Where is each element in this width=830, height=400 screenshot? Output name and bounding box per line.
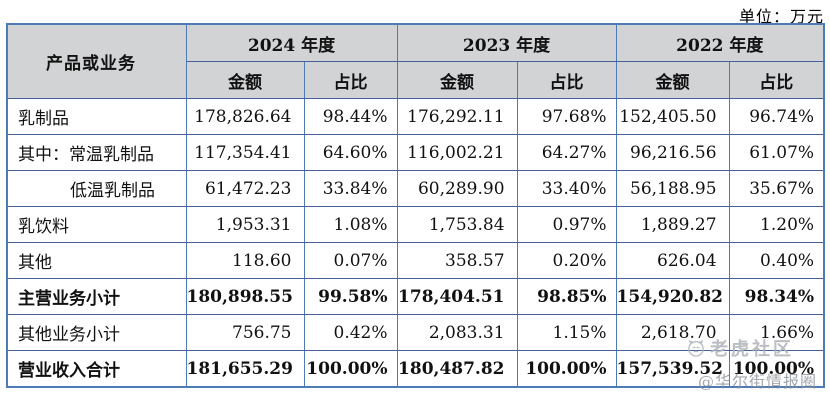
product-cell: 低温乳制品 [6,170,187,207]
amount-cell: 756.75 [185,314,305,351]
product-cell: 营业收入合计 [6,350,187,388]
ratio-cell: 100.00% [516,350,617,388]
table-row-other-business-subtotal: 其他业务小计 756.75 0.42% 2,083.31 1.15% 2,618… [6,314,825,351]
header-year-2024: 2024 年度 [185,23,398,62]
table-row-others: 其他 118.60 0.07% 358.57 0.20% 626.04 0.40… [6,242,825,279]
ratio-cell: 98.85% [516,278,617,315]
ratio-cell: 98.34% [728,278,825,315]
amount-cell: 181,655.29 [185,350,305,388]
amount-cell: 96,216.56 [615,134,730,171]
ratio-cell: 0.42% [303,314,398,351]
ratio-cell: 96.74% [728,98,825,135]
ratio-cell: 0.40% [728,242,825,279]
ratio-cell: 0.97% [516,206,617,243]
ratio-cell: 0.20% [516,242,617,279]
header-year-2023: 2023 年度 [396,23,617,62]
product-cell: 乳制品 [6,98,187,135]
table-row-milk-drinks: 乳饮料 1,953.31 1.08% 1,753.84 0.97% 1,889.… [6,206,825,243]
amount-cell: 178,826.64 [185,98,305,135]
header-ratio-2024: 占比 [303,61,398,99]
product-cell: 其中：常温乳制品 [6,134,187,171]
amount-cell: 2,618.70 [615,314,730,351]
ratio-cell: 1.20% [728,206,825,243]
ratio-cell: 35.67% [728,170,825,207]
amount-cell: 180,898.55 [185,278,305,315]
product-cell: 乳饮料 [6,206,187,243]
amount-cell: 154,920.82 [615,278,730,315]
header-amount-2023: 金额 [396,61,518,99]
header-amount-2022: 金额 [615,61,730,99]
table-row-chilled-dairy: 低温乳制品 61,472.23 33.84% 60,289.90 33.40% … [6,170,825,207]
header-product: 产品或业务 [6,23,187,99]
unit-label: 单位：万元 [738,7,824,26]
ratio-cell: 61.07% [728,134,825,171]
header-year-2022: 2022 年度 [615,23,825,62]
table-header-row-subs: 金额 占比 金额 占比 金额 占比 [7,61,825,99]
amount-cell: 118.60 [185,242,305,279]
amount-cell: 1,753.84 [396,206,518,243]
ratio-cell: 0.07% [303,242,398,279]
ratio-cell: 97.68% [516,98,617,135]
ratio-cell: 33.84% [303,170,398,207]
amount-cell: 176,292.11 [396,98,518,135]
ratio-cell: 99.58% [303,278,398,315]
table-row-dairy: 乳制品 178,826.64 98.44% 176,292.11 97.68% … [6,98,825,135]
ratio-cell: 98.44% [303,98,398,135]
amount-cell: 180,487.82 [396,350,518,388]
amount-cell: 1,953.31 [185,206,305,243]
ratio-cell: 64.27% [516,134,617,171]
header-amount-2024: 金额 [185,61,305,99]
ratio-cell: 100.00% [728,350,825,388]
table-header-row-years: 产品或业务 2024 年度 2023 年度 2022 年度 [6,23,825,99]
ratio-cell: 100.00% [303,350,398,388]
header-ratio-2022: 占比 [728,61,825,99]
amount-cell: 2,083.31 [396,314,518,351]
product-cell: 其他 [6,242,187,279]
amount-cell: 56,188.95 [615,170,730,207]
ratio-cell: 1.08% [303,206,398,243]
amount-cell: 116,002.21 [396,134,518,171]
product-cell: 主营业务小计 [6,278,187,315]
amount-cell: 626.04 [615,242,730,279]
amount-cell: 117,354.41 [185,134,305,171]
amount-cell: 178,404.51 [396,278,518,315]
product-cell: 其他业务小计 [6,314,187,351]
amount-cell: 152,405.50 [615,98,730,135]
amount-cell: 60,289.90 [396,170,518,207]
amount-cell: 61,472.23 [185,170,305,207]
table-row-main-business-subtotal: 主营业务小计 180,898.55 99.58% 178,404.51 98.8… [6,278,825,315]
ratio-cell: 64.60% [303,134,398,171]
revenue-table: 产品或业务 2024 年度 2023 年度 2022 年度 金额 占比 金额 占… [6,23,826,388]
ratio-cell: 1.66% [728,314,825,351]
amount-cell: 358.57 [396,242,518,279]
table-row-total-revenue: 营业收入合计 181,655.29 100.00% 180,487.82 100… [6,350,825,388]
ratio-cell: 1.15% [516,314,617,351]
amount-cell: 157,539.52 [615,350,730,388]
header-ratio-2023: 占比 [516,61,617,99]
ratio-cell: 33.40% [516,170,617,207]
amount-cell: 1,889.27 [615,206,730,243]
table-row-ambient-dairy: 其中：常温乳制品 117,354.41 64.60% 116,002.21 64… [6,134,825,171]
